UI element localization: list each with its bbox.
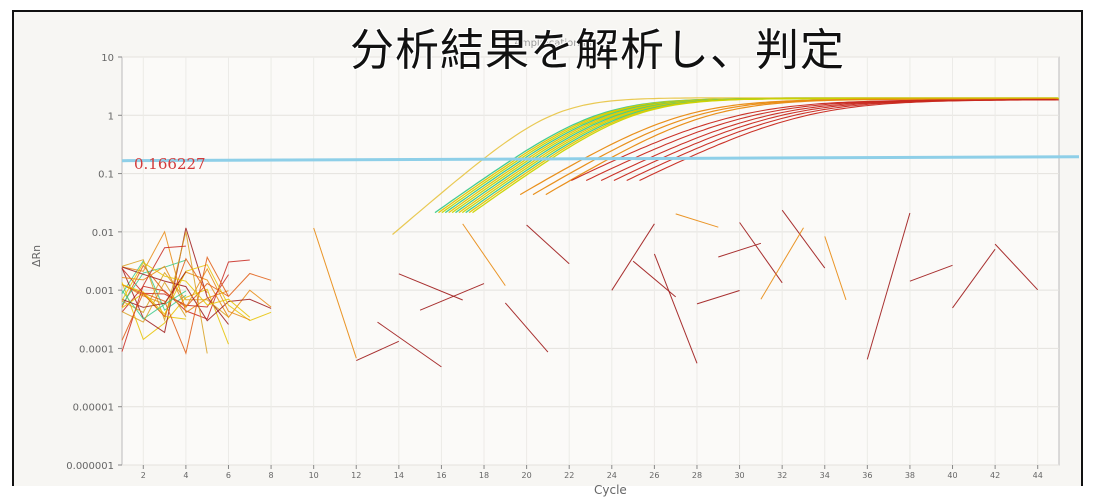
- noise-segment: [781, 209, 826, 269]
- amplification-curve: [545, 98, 1057, 196]
- chart-title: Amplification Plot: [514, 38, 602, 49]
- y-tick-label: 0.01: [92, 228, 114, 239]
- x-tick-label: 12: [351, 471, 361, 480]
- x-tick-label: 24: [607, 471, 617, 480]
- x-tick-label: 28: [692, 471, 702, 480]
- noise-segment: [696, 290, 740, 305]
- y-tick-label: 0.00001: [73, 403, 114, 414]
- x-tick-label: 14: [394, 471, 404, 480]
- y-tick-label: 0.001: [85, 286, 114, 297]
- noise-segment: [952, 248, 996, 309]
- noise-series: [121, 282, 229, 345]
- noise-segment: [653, 253, 698, 364]
- noise-segment: [675, 213, 719, 228]
- noise-segment: [718, 242, 762, 258]
- noise-segment: [760, 227, 804, 300]
- noise-segment: [909, 264, 953, 282]
- amplification-curve: [472, 97, 1059, 214]
- x-tick-label: 18: [479, 471, 489, 480]
- y-tick-label: 10: [101, 53, 114, 64]
- slide-title: 分析結果を解析し、判定: [350, 25, 845, 76]
- noise-segment: [526, 224, 570, 265]
- x-tick-label: 38: [905, 471, 915, 480]
- x-tick-label: 30: [734, 471, 744, 480]
- x-tick-label: 2: [141, 471, 146, 480]
- noise-series: [121, 255, 229, 355]
- noise-series: [121, 245, 186, 352]
- threshold-line: [121, 155, 1080, 163]
- noise-series: [121, 230, 229, 314]
- noise-series: [121, 290, 187, 320]
- x-axis-label: Cycle: [594, 483, 627, 497]
- y-tick-label: 0.0001: [79, 344, 114, 355]
- threshold-label: 0.166227: [134, 155, 206, 173]
- amplification-curve: [639, 99, 1055, 181]
- noise-series: [121, 259, 187, 311]
- x-tick-label: 10: [309, 471, 319, 480]
- noise-segment: [313, 227, 357, 359]
- x-tick-label: 44: [1033, 471, 1043, 480]
- x-tick-label: 40: [947, 471, 957, 480]
- noise-segment: [356, 340, 400, 362]
- x-tick-label: 34: [820, 471, 830, 480]
- noise-series: [121, 261, 251, 318]
- noise-segment: [994, 243, 1039, 291]
- x-tick-label: 32: [777, 471, 787, 480]
- noise-segment: [377, 321, 442, 368]
- x-tick-label: 6: [226, 471, 231, 480]
- y-tick-label: 0.000001: [66, 461, 114, 472]
- x-tick-label: 8: [269, 471, 274, 480]
- x-tick-label: 4: [183, 471, 188, 480]
- noise-segment: [824, 236, 847, 301]
- noise-series: [121, 271, 187, 308]
- noise-segment: [398, 273, 463, 301]
- noise-series: [121, 257, 208, 318]
- noise-segment: [462, 223, 506, 286]
- y-tick-label: 1: [108, 111, 114, 122]
- x-tick-label: 42: [990, 471, 1000, 480]
- noise-segment: [504, 302, 549, 353]
- amplification-curve: [392, 97, 1058, 235]
- x-tick-label: 20: [522, 471, 532, 480]
- noise-series: [121, 265, 250, 321]
- y-axis-label: ΔRn: [30, 244, 43, 267]
- noise-segment: [866, 212, 911, 360]
- chart-frame: 10 1 0.1 0.01 0.001 0.0001 0.00001 0.000001 2 4 6 8…: [12, 10, 1083, 497]
- x-tick-label: 16: [436, 471, 446, 480]
- noise-segment: [739, 222, 783, 284]
- x-tick-label: 22: [564, 471, 574, 480]
- noise-segment: [611, 223, 655, 291]
- noise-segment: [419, 283, 485, 311]
- noise-series: [121, 231, 208, 354]
- y-tick-label: 0.1: [98, 170, 114, 181]
- x-tick-label: 36: [862, 471, 872, 480]
- x-tick-label: 26: [649, 471, 659, 480]
